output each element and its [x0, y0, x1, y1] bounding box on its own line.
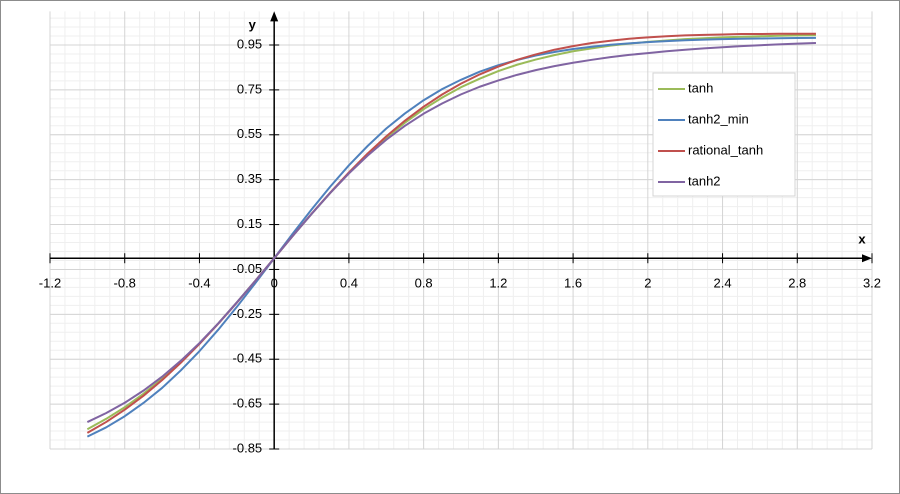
y-tick-label: -0.85 — [233, 440, 263, 455]
y-tick-label: 0.15 — [237, 216, 262, 231]
y-tick-label: -0.45 — [233, 351, 263, 366]
series-line — [86, 41, 816, 423]
y-tick-label: 0.95 — [237, 36, 262, 51]
x-tick-label: 2 — [644, 276, 651, 291]
series-line — [86, 36, 816, 438]
x-axis-label: x — [858, 232, 866, 247]
x-tick-label: -1.2 — [39, 276, 61, 291]
x-tick-label: 0.8 — [415, 276, 433, 291]
legend-label: tanh2 — [688, 173, 721, 188]
x-tick-label: -0.4 — [188, 276, 210, 291]
x-tick-label: -0.8 — [114, 276, 136, 291]
x-tick-label: 3.2 — [863, 276, 881, 291]
x-tick-label: 1.2 — [489, 276, 507, 291]
legend-label: tanh2_min — [688, 111, 749, 126]
y-tick-label: -0.25 — [233, 306, 263, 321]
y-tick-label: 0.55 — [237, 126, 262, 141]
y-tick-label: -0.05 — [233, 261, 263, 276]
y-tick-label: -0.65 — [233, 396, 263, 411]
y-axis-label: y — [249, 17, 257, 32]
y-axis-arrow — [270, 11, 279, 22]
x-tick-label: 2.8 — [788, 276, 806, 291]
y-tick-label: 0.75 — [237, 81, 262, 96]
x-tick-label: 1.6 — [564, 276, 582, 291]
x-tick-label: 0.4 — [340, 276, 358, 291]
legend-box — [652, 72, 796, 197]
x-axis-arrow — [862, 254, 872, 263]
y-tick-label: 0.35 — [237, 171, 262, 186]
x-tick-label: 2.4 — [714, 276, 732, 291]
legend-label: tanh — [688, 80, 713, 95]
legend-label: rational_tanh — [688, 142, 763, 157]
